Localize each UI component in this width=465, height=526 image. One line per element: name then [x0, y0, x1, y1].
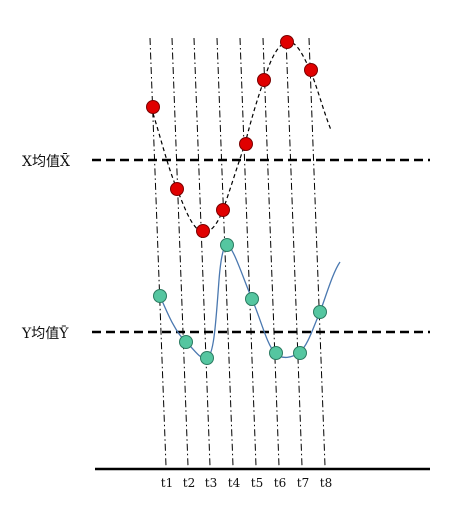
tick-label-t8: t8 [320, 476, 332, 490]
y-point [220, 238, 234, 252]
x-point [257, 73, 271, 87]
y-points [153, 238, 327, 365]
y-point [245, 292, 259, 306]
tick-label-t3: t3 [205, 476, 217, 490]
tick-label-t2: t2 [183, 476, 195, 490]
time-guides [149, 37, 326, 467]
guide-line-t6 [262, 37, 280, 467]
guide-line-t8 [308, 37, 326, 467]
tick-label-t6: t6 [274, 476, 286, 490]
x-point [170, 182, 184, 196]
guide-line-t5 [239, 37, 257, 467]
x-points [146, 35, 318, 238]
x-mean-label: X均值X̄ [22, 154, 70, 170]
tick-label-t1: t1 [161, 476, 173, 490]
x-point [239, 137, 253, 151]
x-point [304, 63, 318, 77]
y-point [179, 335, 193, 349]
y-point [153, 289, 167, 303]
x-point [196, 224, 210, 238]
x-point [280, 35, 294, 49]
y-curve [159, 244, 341, 359]
y-mean-label: Y均值Ȳ [22, 326, 69, 342]
y-point [269, 346, 283, 360]
y-point [200, 351, 214, 365]
tick-labels: t1 t2 t3 t4 t5 t6 t7 t8 [161, 476, 332, 490]
guide-line-t3 [193, 37, 211, 467]
x-point [216, 203, 230, 217]
y-point [313, 305, 327, 319]
tick-label-t7: t7 [297, 476, 309, 490]
guide-line-t4 [216, 37, 234, 467]
tick-label-t5: t5 [251, 476, 263, 490]
y-point [293, 346, 307, 360]
guide-line-t1 [149, 37, 167, 467]
tick-label-t4: t4 [228, 476, 241, 490]
guide-line-t7 [285, 37, 303, 467]
x-point [146, 100, 160, 114]
guide-line-t2 [171, 37, 189, 467]
